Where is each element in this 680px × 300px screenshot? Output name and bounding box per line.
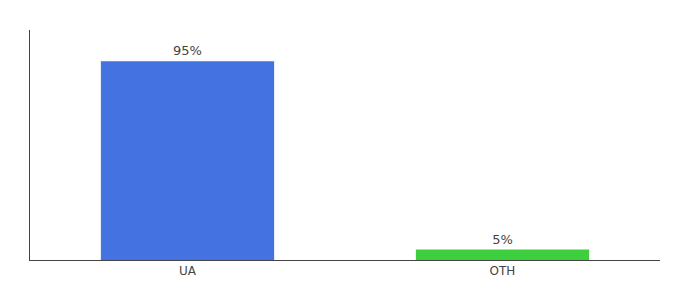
svg-text:5%: 5%: [492, 232, 513, 247]
svg-text:OTH: OTH: [490, 264, 516, 278]
svg-text:95%: 95%: [173, 43, 202, 58]
svg-text:UA: UA: [179, 264, 197, 278]
